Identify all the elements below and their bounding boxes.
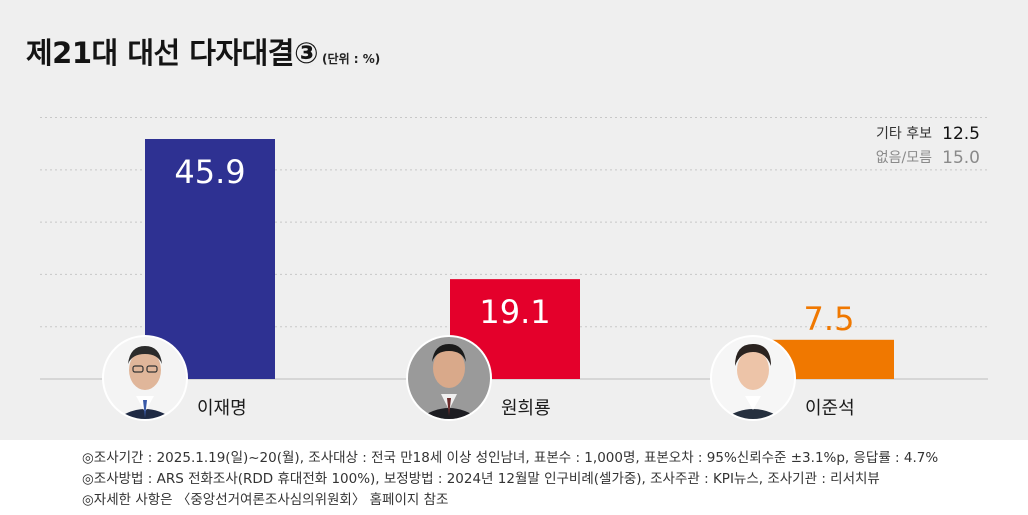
other-responses-box: 기타 후보 12.5 없음/모름 15.0 (780, 122, 980, 170)
data-label: 45.9 (174, 153, 245, 191)
avatar-lee-jaemyung (102, 335, 188, 421)
survey-period-note: ◎조사기간 : 2025.1.19(일)~20(월), 조사대상 : 전국 만1… (82, 450, 939, 466)
chart-panel: 제21대 대선 다자대결③ (단위 : %) 45.9 19.1 7.5 (26, 30, 988, 421)
avatar-won-heeryong (406, 335, 492, 421)
other-candidates-value: 12.5 (942, 124, 980, 144)
bar (145, 139, 275, 379)
category-label: 이재명 (197, 398, 247, 419)
none-unknown-value: 15.0 (942, 148, 980, 168)
other-candidates-row: 기타 후보 12.5 (780, 122, 980, 146)
none-unknown-row: 없음/모름 15.0 (780, 146, 980, 170)
category-label: 이준석 (805, 398, 855, 419)
chart-title: 제21대 대선 다자대결③ (26, 36, 319, 70)
title-block: 제21대 대선 다자대결③ (단위 : %) (26, 30, 380, 72)
data-label: 19.1 (479, 293, 550, 331)
category-label: 원희룡 (501, 398, 551, 419)
unit-label: (단위 : %) (322, 52, 381, 66)
none-unknown-label: 없음/모름 (875, 150, 932, 166)
survey-notes: ◎조사기간 : 2025.1.19(일)~20(월), 조사대상 : 전국 만1… (0, 440, 1028, 515)
reference-note: ◎자세한 사항은 〈중앙선거여론조사심의위원회〉 홈페이지 참조 (82, 492, 449, 508)
avatar-lee-junseok (710, 335, 796, 421)
survey-method-note: ◎조사방법 : ARS 전화조사(RDD 휴대전화 100%), 보정방법 : … (82, 471, 880, 487)
bar-chart: 45.9 19.1 7.5 (40, 117, 988, 421)
data-label: 7.5 (804, 300, 855, 338)
other-candidates-label: 기타 후보 (876, 126, 932, 142)
